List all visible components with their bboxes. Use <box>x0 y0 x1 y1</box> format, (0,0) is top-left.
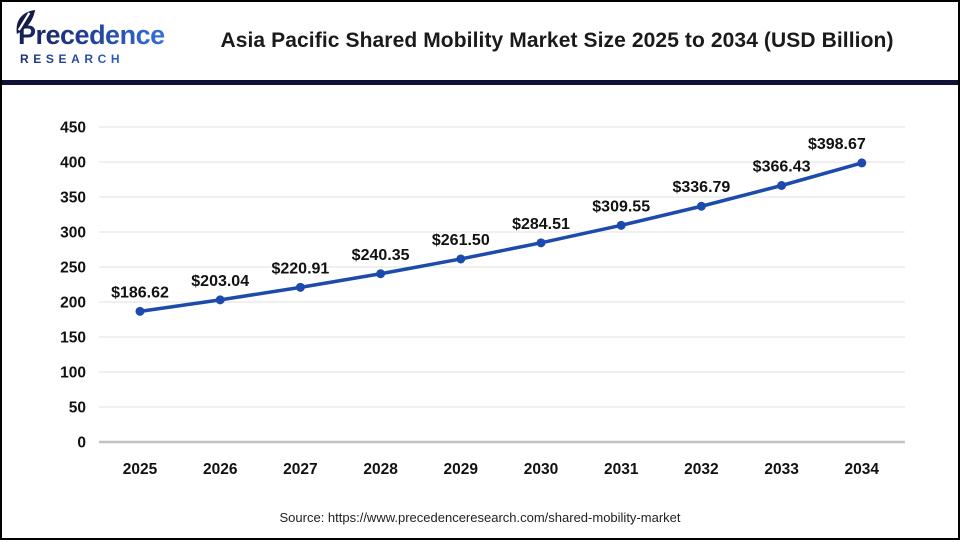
trend-line <box>138 161 864 314</box>
x-axis-tick-label: 2028 <box>363 461 398 478</box>
title-wrap: Asia Pacific Shared Mobility Market Size… <box>184 29 948 53</box>
page-title: Asia Pacific Shared Mobility Market Size… <box>220 29 894 52</box>
source-text: Source: https://www.precedenceresearch.c… <box>279 510 681 525</box>
precedence-research-logo: Precedence RESEARCH <box>16 10 184 66</box>
data-label: $309.55 <box>592 198 650 215</box>
data-label: $336.79 <box>672 179 730 196</box>
x-axis-tick-label: 2031 <box>604 461 639 478</box>
header: Precedence RESEARCH Asia Pacific Shared … <box>2 2 958 80</box>
y-axis-tick-label: 400 <box>60 155 86 172</box>
data-label: $261.50 <box>432 232 490 249</box>
data-label: $398.67 <box>808 136 866 153</box>
footer: Source: https://www.precedenceresearch.c… <box>2 497 958 538</box>
y-axis-tick-label: 350 <box>60 190 86 207</box>
data-point <box>536 238 546 248</box>
data-point <box>295 282 305 292</box>
x-axis-tick-label: 2032 <box>684 461 718 478</box>
data-label: $366.43 <box>753 158 811 175</box>
data-point <box>777 180 787 190</box>
data-label: $240.35 <box>352 247 410 264</box>
data-point <box>376 269 386 279</box>
y-axis-tick-label: 50 <box>69 400 86 417</box>
y-axis-tick-label: 450 <box>60 120 86 137</box>
x-axis-tick-label: 2025 <box>123 461 158 478</box>
x-axis-tick-label: 2026 <box>203 461 238 478</box>
leaf-icon <box>16 10 36 34</box>
data-label: $203.04 <box>191 273 249 290</box>
y-axis-tick-label: 300 <box>60 225 86 242</box>
x-axis-tick-label: 2034 <box>845 461 880 478</box>
y-axis-tick-label: 200 <box>60 295 86 312</box>
y-axis-tick-label: 0 <box>77 435 86 452</box>
data-point <box>215 295 225 305</box>
x-axis-tick-label: 2030 <box>524 461 558 478</box>
y-axis-tick-label: 150 <box>60 330 86 347</box>
market-size-line-chart: 0 50 100 150 200 250 300 350 400 450 2025 2026 2027 2… <box>2 85 958 497</box>
x-axis-tick-label: 2033 <box>764 461 799 478</box>
y-axis-tick-label: 250 <box>60 260 86 277</box>
data-label: $220.91 <box>271 260 329 277</box>
data-label: $284.51 <box>512 216 570 233</box>
data-point <box>456 254 466 264</box>
x-axis-tick-label: 2027 <box>283 461 317 478</box>
data-point <box>857 158 867 168</box>
data-point <box>696 201 706 211</box>
data-label: $186.62 <box>111 284 169 301</box>
data-point <box>135 306 145 316</box>
data-point <box>616 220 626 230</box>
header-divider <box>2 80 958 85</box>
y-axis-tick-label: 100 <box>60 365 86 382</box>
logo-sub-text: RESEARCH <box>16 52 184 66</box>
x-axis-tick-label: 2029 <box>444 461 479 478</box>
logo-brand-text: Precedence <box>16 22 184 49</box>
